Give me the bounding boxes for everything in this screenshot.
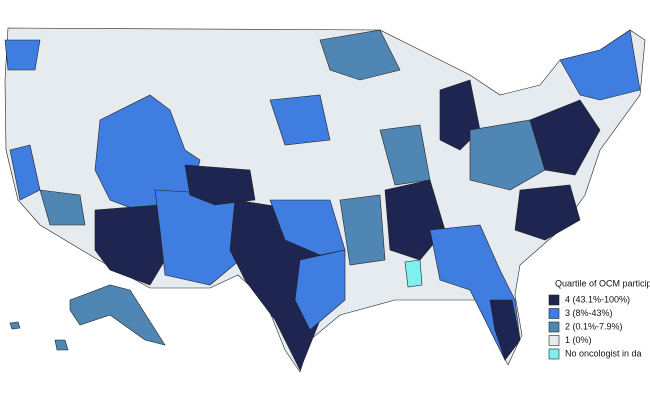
- region: [489, 299, 521, 361]
- hawaii: [9, 321, 69, 351]
- legend-swatch: [548, 308, 560, 319]
- region: [404, 259, 423, 288]
- region: [559, 29, 641, 101]
- contiguous-us: [4, 27, 646, 373]
- region: [39, 189, 86, 226]
- legend: 4 (43.1%-100%) 3 (8%-43%) 2 (0.1%-7.9%) 1 (…: [548, 294, 642, 360]
- region: [339, 194, 386, 266]
- region: [514, 184, 581, 241]
- legend-label: 2 (0.1%-7.9%): [565, 321, 623, 331]
- region: [294, 249, 346, 331]
- region: [379, 124, 431, 186]
- legend-label: 3 (8%-43%): [565, 308, 613, 318]
- legend-title: Quartile of OCM particip: [555, 278, 650, 288]
- region: [319, 29, 401, 81]
- legend-swatch: [548, 321, 560, 333]
- legend-swatch: [548, 348, 560, 360]
- legend-label: 4 (43.1%-100%): [565, 294, 630, 304]
- region: [269, 94, 331, 146]
- region: [469, 119, 546, 191]
- legend-label: No oncologist in da: [565, 348, 642, 358]
- alaska: [69, 284, 166, 346]
- legend-swatch: [548, 294, 560, 306]
- region: [94, 204, 166, 286]
- legend-swatch: [548, 335, 560, 346]
- region: [384, 179, 446, 261]
- region: [529, 99, 601, 176]
- legend-label: 1 (0%): [565, 335, 592, 345]
- region: [4, 39, 41, 71]
- region: [154, 189, 241, 286]
